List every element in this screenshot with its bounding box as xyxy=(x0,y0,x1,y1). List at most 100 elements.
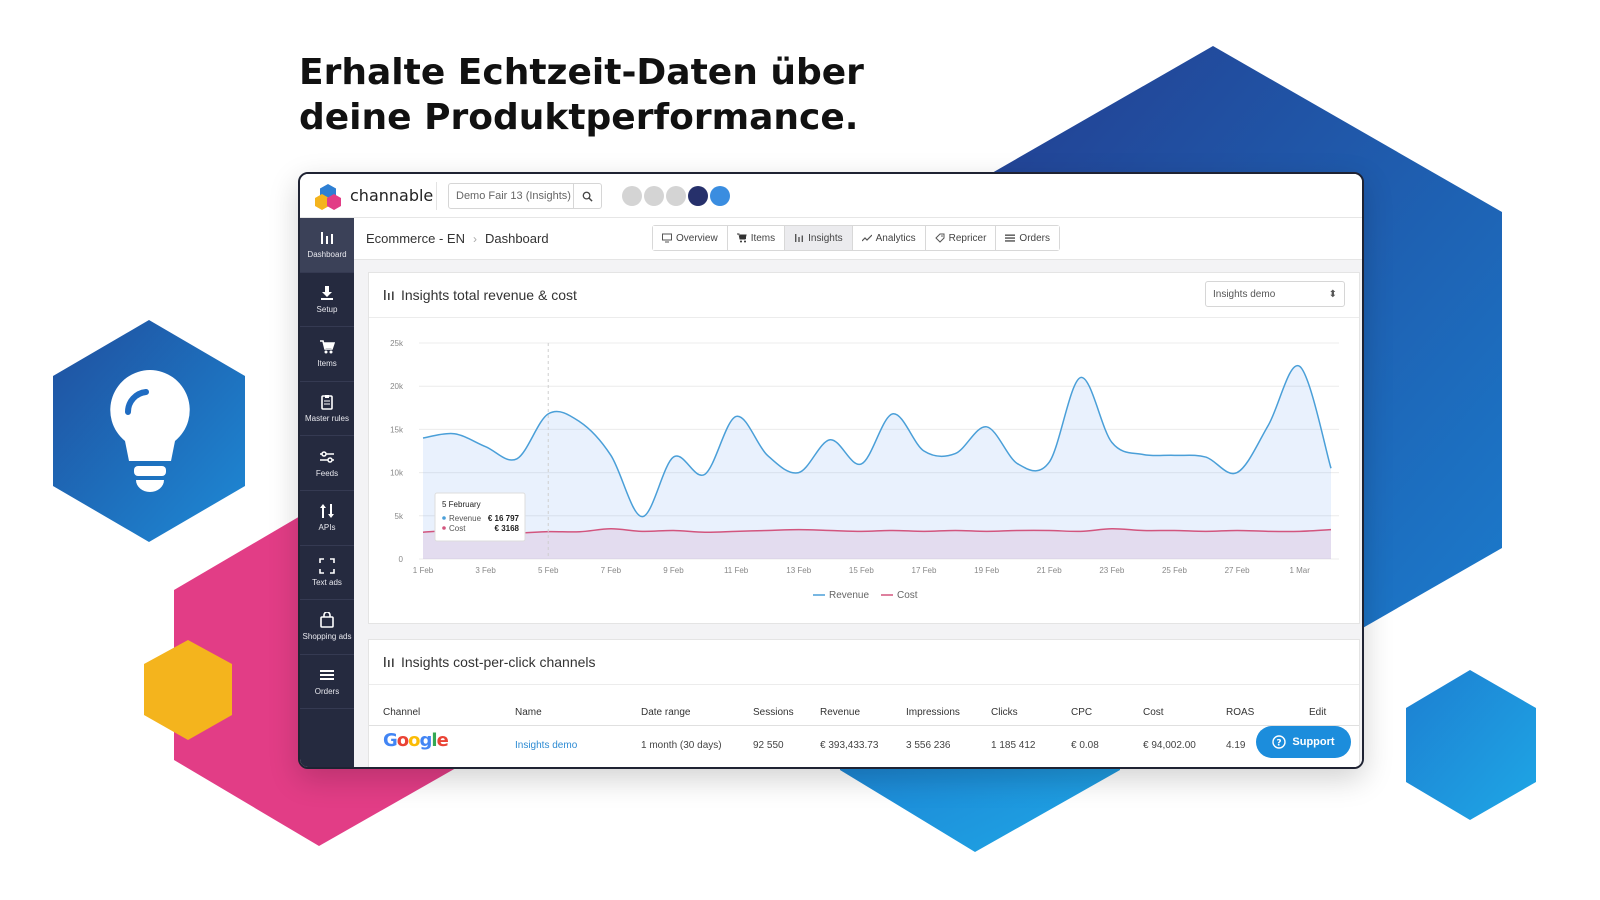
y-tick-label: 5k xyxy=(395,512,404,521)
tab-overview[interactable]: Overview xyxy=(653,226,728,250)
user-avatars xyxy=(622,186,730,206)
project-select-value: Demo Fair 13 (Insights) xyxy=(456,190,571,202)
sidebar-item-label: APIs xyxy=(318,523,336,533)
column-header: Name xyxy=(515,707,542,718)
tab-insights[interactable]: Insights xyxy=(785,226,853,250)
sidebar-item-label: Items xyxy=(317,359,337,369)
sidebar-item-master-rules[interactable]: Master rules xyxy=(300,382,354,437)
headline: Erhalte Echtzeit-Daten über deine Produk… xyxy=(299,50,999,140)
table-header: Channel Name Date range Sessions Revenue Impr… xyxy=(369,696,1359,726)
team-avatar[interactable] xyxy=(688,186,708,206)
breadcrumb-page: Dashboard xyxy=(484,231,549,246)
help-icon: ? xyxy=(1272,735,1287,749)
channel-name-link[interactable]: Insights demo xyxy=(515,740,578,751)
sidebar-item-feeds[interactable]: Feeds xyxy=(300,436,354,491)
project-search-button[interactable] xyxy=(573,184,601,208)
x-tick-label: 11 Feb xyxy=(724,566,749,575)
lightbulb-icon xyxy=(110,370,190,492)
column-header: Impressions xyxy=(906,707,960,718)
trend-icon xyxy=(861,234,872,242)
cell-roas: 4.19 xyxy=(1226,740,1246,751)
tooltip-revenue-value: € 16 797 xyxy=(488,514,520,523)
support-button[interactable]: ? Support xyxy=(1256,726,1351,758)
sidebar-item-dashboard[interactable]: Dashboard xyxy=(300,218,354,273)
app-window: channable Demo Fair 13 (Insights) Dashbo… xyxy=(298,172,1364,769)
x-tick-label: 3 Feb xyxy=(475,566,496,575)
sidebar-item-items[interactable]: Items xyxy=(300,327,354,382)
sidebar-item-setup[interactable]: Setup xyxy=(300,273,354,328)
project-select[interactable]: Demo Fair 13 (Insights) xyxy=(448,183,602,209)
sidebar-item-shopping-ads[interactable]: Shopping ads xyxy=(300,600,354,655)
select-arrows-icon: ⬍ xyxy=(1328,288,1337,300)
sidebar-item-text-ads[interactable]: Text ads xyxy=(300,546,354,601)
revenue-card-title-text: Insights total revenue & cost xyxy=(401,287,577,303)
tab-repricer[interactable]: Repricer xyxy=(925,226,997,250)
cell-cpc: € 0.08 xyxy=(1071,740,1099,751)
cart-icon xyxy=(320,340,335,354)
column-header: ROAS xyxy=(1226,707,1255,718)
sidebar-item-label: Text ads xyxy=(312,577,342,587)
svg-text:?: ? xyxy=(1277,739,1282,749)
list-icon xyxy=(1005,234,1016,242)
cell-impressions: 3 556 236 xyxy=(906,740,951,751)
download-icon xyxy=(321,285,333,300)
column-header: Edit xyxy=(1309,707,1327,718)
table-row[interactable]: Google Insights demo 1 month (30 days) 9… xyxy=(369,726,1359,756)
column-header: Cost xyxy=(1143,707,1164,718)
cpc-table: Channel Name Date range Sessions Revenue Impr… xyxy=(369,696,1359,756)
bar-chart-icon xyxy=(795,234,804,242)
channable-logo-icon xyxy=(315,184,341,210)
tooltip-cost-label: Cost xyxy=(449,524,466,533)
revenue-card-title: Insights total revenue & cost xyxy=(383,287,577,303)
breadcrumb: Ecommerce - EN › Dashboard xyxy=(366,231,549,246)
bar-chart-icon xyxy=(384,290,394,300)
series-area-cost xyxy=(423,528,1331,559)
sidebar: Dashboard Setup Items Master rules Feeds… xyxy=(300,218,354,767)
cpc-channels-card: Insights cost-per-click channels Channel… xyxy=(368,639,1360,767)
docs-avatar[interactable] xyxy=(710,186,730,206)
y-tick-label: 15k xyxy=(390,425,404,434)
sidebar-item-label: Feeds xyxy=(315,468,339,478)
tab-items[interactable]: Items xyxy=(727,226,786,250)
sidebar-item-orders[interactable]: Orders xyxy=(300,655,354,710)
tooltip-cost-value: € 3168 xyxy=(495,524,520,533)
x-tick-label: 17 Feb xyxy=(912,566,937,575)
legend-label: Revenue xyxy=(829,590,869,601)
column-header: CPC xyxy=(1071,707,1093,718)
sidebar-item-label: Master rules xyxy=(304,414,349,424)
column-header: Channel xyxy=(383,707,421,718)
sidebar-item-apis[interactable]: APIs xyxy=(300,491,354,546)
avatar[interactable] xyxy=(622,186,642,206)
clipboard-icon xyxy=(321,395,333,410)
avatar[interactable] xyxy=(644,186,664,206)
x-tick-label: 23 Feb xyxy=(1099,566,1124,575)
google-logo: Google xyxy=(383,730,449,751)
x-tick-label: 13 Feb xyxy=(786,566,811,575)
x-tick-label: 5 Feb xyxy=(538,566,559,575)
tab-label: Overview xyxy=(676,232,718,244)
insights-select[interactable]: Insights demo ⬍ xyxy=(1205,281,1345,307)
card-divider xyxy=(369,317,1359,318)
cell-sessions: 92 550 xyxy=(753,740,784,751)
column-header: Date range xyxy=(641,707,691,718)
avatar[interactable] xyxy=(666,186,686,206)
tab-orders[interactable]: Orders xyxy=(996,226,1059,250)
monitor-icon xyxy=(662,233,672,243)
breadcrumb-bar: Ecommerce - EN › Dashboard Overview Item… xyxy=(354,218,1362,260)
main-content: Ecommerce - EN › Dashboard Overview Item… xyxy=(354,218,1362,767)
tooltip-cost-dot xyxy=(442,526,446,530)
yellow-cube xyxy=(144,640,232,740)
cpc-card-title: Insights cost-per-click channels xyxy=(383,654,596,670)
support-label: Support xyxy=(1292,736,1335,748)
headline-line-2: deine Produktperformance. xyxy=(299,97,859,138)
sliders-icon xyxy=(320,450,334,463)
tab-label: Insights xyxy=(808,232,843,244)
tooltip-revenue-dot xyxy=(442,516,446,520)
breadcrumb-project[interactable]: Ecommerce - EN xyxy=(366,231,465,246)
search-icon xyxy=(582,191,593,202)
tab-analytics[interactable]: Analytics xyxy=(852,226,926,250)
headline-line-1: Erhalte Echtzeit-Daten über xyxy=(299,52,864,93)
series-line-cost xyxy=(422,528,1332,535)
revenue-cost-card: Insights total revenue & cost Insights d… xyxy=(368,272,1360,624)
bag-icon xyxy=(320,612,334,629)
